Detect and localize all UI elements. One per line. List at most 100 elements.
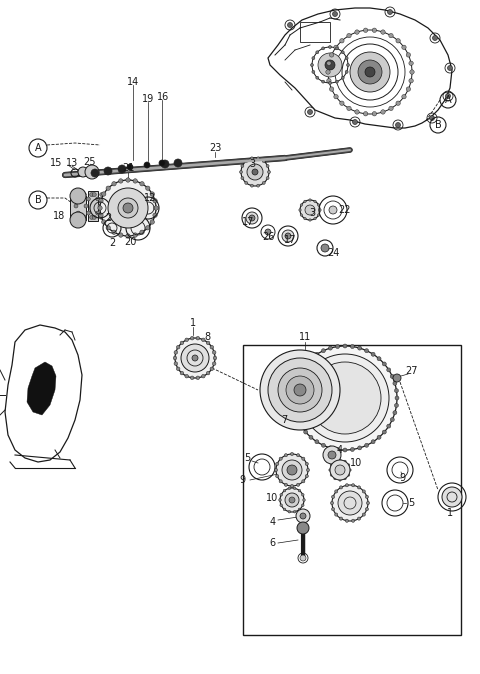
Text: B: B [35,195,41,205]
Circle shape [305,205,315,215]
Circle shape [99,213,103,218]
Circle shape [86,211,90,215]
Circle shape [202,338,205,342]
Circle shape [315,353,319,357]
Circle shape [300,200,320,220]
Bar [300,22,330,42]
Circle shape [304,218,306,220]
Circle shape [247,164,263,180]
Circle shape [350,344,354,348]
Circle shape [351,519,355,522]
Circle shape [332,495,335,499]
Circle shape [365,495,369,499]
Circle shape [100,193,104,197]
Bar [243,345,461,635]
Circle shape [118,165,126,173]
Circle shape [276,462,279,466]
Circle shape [282,230,294,242]
Circle shape [91,169,99,177]
Circle shape [104,167,112,175]
Circle shape [180,341,184,344]
Circle shape [344,477,346,480]
Text: A: A [444,95,451,105]
Circle shape [347,63,349,67]
Text: 10: 10 [266,493,278,503]
Circle shape [257,184,260,187]
Circle shape [78,167,88,177]
Circle shape [445,94,451,98]
Circle shape [343,448,347,452]
Circle shape [365,508,369,511]
Circle shape [192,355,198,361]
Circle shape [106,197,110,201]
Circle shape [336,80,338,83]
Circle shape [206,371,210,375]
Text: 27: 27 [406,366,418,376]
Text: 24: 24 [327,248,339,258]
Circle shape [309,219,311,221]
Circle shape [252,169,258,175]
Circle shape [206,341,210,344]
Circle shape [322,80,324,83]
Circle shape [293,381,297,386]
Circle shape [191,376,194,379]
Circle shape [181,344,209,372]
Circle shape [298,489,301,492]
Circle shape [447,65,453,71]
Text: 4: 4 [337,445,343,455]
Circle shape [322,443,325,448]
Text: 4: 4 [270,517,276,527]
Circle shape [327,79,331,83]
Circle shape [241,164,244,167]
Circle shape [339,486,343,489]
Circle shape [402,45,406,49]
Polygon shape [27,362,56,415]
Circle shape [309,199,311,202]
Circle shape [280,488,304,512]
Circle shape [282,460,302,480]
Circle shape [382,430,386,434]
Circle shape [108,204,112,208]
Text: 1: 1 [190,318,196,328]
Circle shape [316,76,319,80]
Circle shape [202,374,205,378]
Circle shape [241,177,244,179]
Circle shape [350,52,390,92]
Circle shape [106,211,110,215]
Circle shape [333,11,337,16]
Circle shape [349,469,351,471]
Circle shape [334,94,338,99]
Circle shape [390,418,394,422]
Circle shape [296,509,310,523]
Circle shape [185,338,189,342]
Circle shape [297,483,300,487]
Text: 8: 8 [204,332,210,342]
Circle shape [341,76,344,80]
Circle shape [280,504,283,506]
Circle shape [296,418,300,422]
Circle shape [344,460,346,462]
Circle shape [210,345,214,349]
Circle shape [348,464,350,466]
Circle shape [393,410,397,415]
Circle shape [301,354,389,442]
Circle shape [334,460,336,462]
Circle shape [328,46,332,49]
Circle shape [288,510,290,513]
Circle shape [245,181,248,185]
Circle shape [90,193,94,197]
Circle shape [328,82,332,84]
Circle shape [347,34,351,38]
Circle shape [153,199,157,203]
Circle shape [288,22,292,28]
Circle shape [119,179,123,183]
Circle shape [82,193,86,197]
Text: 16: 16 [157,92,169,102]
Circle shape [241,158,269,186]
Circle shape [314,218,316,220]
Circle shape [308,109,312,115]
Circle shape [339,459,341,461]
Text: 19: 19 [142,94,154,104]
Circle shape [345,70,348,73]
Circle shape [358,486,360,489]
